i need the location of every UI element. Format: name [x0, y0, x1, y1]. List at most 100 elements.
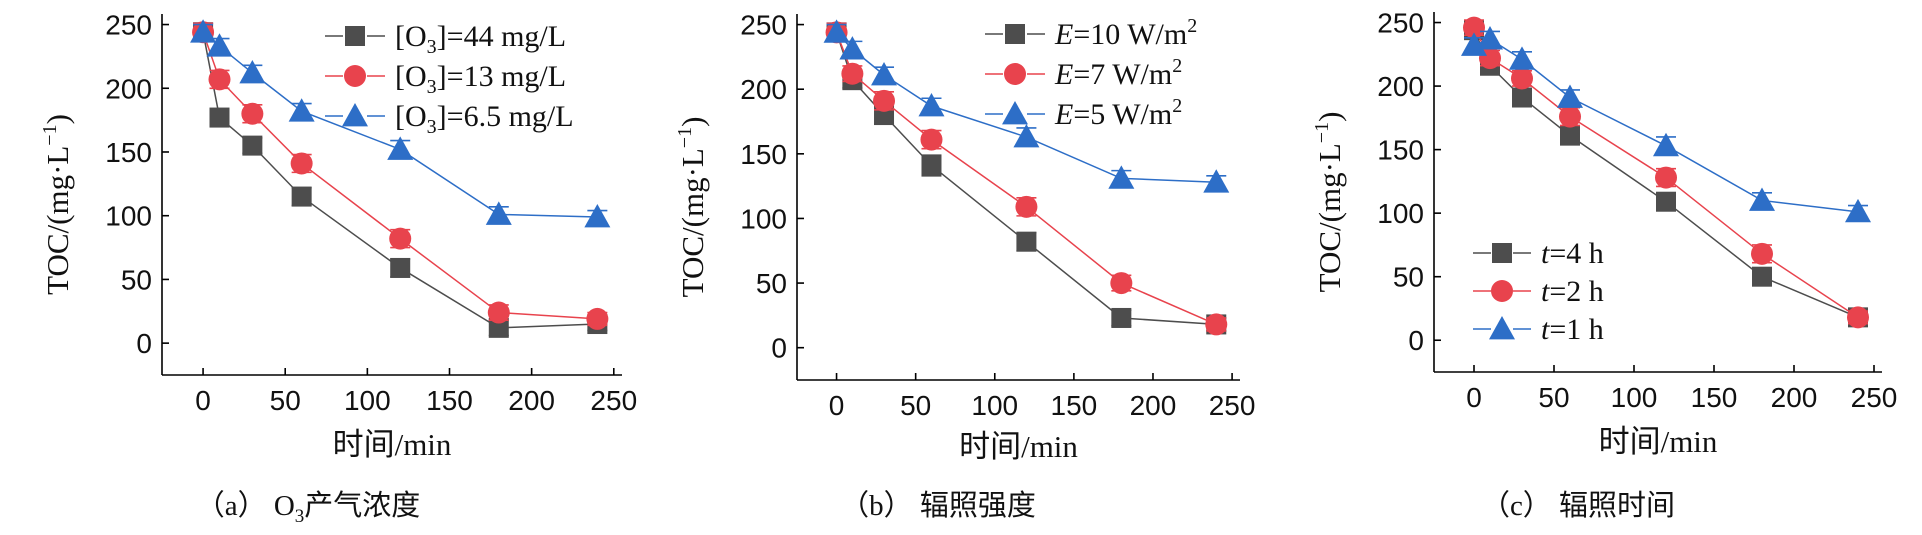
- y-tick-label: 200: [105, 73, 152, 104]
- y-axis-title-close: ): [1312, 112, 1347, 122]
- y-tick-label: 0: [771, 333, 787, 364]
- legend-italic: t: [1541, 313, 1550, 346]
- data-point-triangle: [1509, 46, 1535, 70]
- data-point-triangle: [1461, 32, 1487, 56]
- y-axis-title-close: ): [675, 117, 710, 127]
- x-tick-label: 50: [270, 385, 301, 416]
- data-point-circle: [487, 301, 510, 324]
- legend-marker-triangle: [342, 103, 368, 127]
- x-tick-label: 0: [195, 385, 211, 416]
- data-point-square: [1016, 231, 1037, 252]
- data-point-circle: [1511, 67, 1533, 90]
- legend-label: t=4 h: [1541, 237, 1604, 270]
- series-2: [1463, 16, 1869, 329]
- x-tick-label: 200: [1771, 382, 1818, 413]
- legend-sup: 2: [1172, 95, 1182, 117]
- data-point-triangle: [871, 61, 898, 86]
- data-point-triangle: [288, 98, 315, 122]
- chart-panel-3: 0 50 100 150 200 250 0 50 100 150 200 250 时间/min TOC/…: [1311, 8, 1897, 522]
- x-tick-label: 250: [590, 385, 637, 416]
- legend-pre: [O: [395, 60, 427, 93]
- legend: E=10 W/m2E=7 W/m2E=5 W/m2: [985, 15, 1197, 131]
- legend-post: ]=44 mg/L: [437, 20, 566, 53]
- legend-item: E=10 W/m2: [985, 15, 1197, 51]
- panel-caption: （c） 辐照时间: [1481, 489, 1675, 522]
- x-axis-title: 时间/min: [333, 427, 452, 462]
- y-axis-title-sup: −1: [1311, 122, 1333, 143]
- y-tick-label: 0: [1408, 325, 1424, 356]
- legend-italic: E: [1054, 18, 1073, 51]
- legend-marker-circle: [1491, 280, 1513, 302]
- data-point-square: [921, 155, 942, 176]
- data-point-triangle: [1845, 198, 1871, 223]
- legend-post: ]=6.5 mg/L: [437, 100, 574, 133]
- legend-marker-square: [1492, 243, 1512, 263]
- caption-prefix: （b） 辐照强度: [840, 489, 1036, 522]
- legend-label: E=7 W/m2: [1054, 55, 1182, 91]
- legend-label: E=10 W/m2: [1054, 15, 1197, 51]
- legend-post: =2 h: [1549, 275, 1603, 308]
- legend-post: =1 h: [1549, 313, 1603, 346]
- caption-suffix: 产气浓度: [304, 489, 420, 522]
- y-axis-title-main: TOC/(mg·L: [1312, 143, 1347, 292]
- data-point-triangle: [839, 36, 866, 60]
- data-point-circle: [1110, 272, 1133, 295]
- series-3: [1461, 26, 1871, 223]
- y-tick-label: 150: [105, 137, 152, 168]
- y-axis-title-sup: −1: [39, 124, 61, 145]
- legend: [O3]=44 mg/L[O3]=13 mg/L[O3]=6.5 mg/L: [325, 20, 574, 138]
- data-point-square: [209, 107, 230, 128]
- legend-italic: t: [1541, 275, 1550, 308]
- caption-sub: 3: [295, 506, 305, 527]
- data-point-square: [242, 135, 263, 156]
- data-point-triangle: [1477, 26, 1503, 50]
- y-axis-title-main: TOC/(mg·L: [40, 146, 75, 295]
- legend-marker-triangle: [1002, 101, 1028, 125]
- x-axis-title: 时间/min: [959, 429, 1078, 464]
- x-tick-label: 200: [508, 385, 555, 416]
- legend-marker-square: [345, 26, 365, 46]
- y-tick-label: 50: [756, 268, 787, 299]
- series-3: [823, 19, 1230, 193]
- legend-pre: [O: [395, 20, 427, 53]
- legend-marker-square: [1005, 24, 1025, 44]
- data-point-triangle: [1203, 169, 1230, 193]
- y-tick-label: 250: [1377, 8, 1424, 39]
- legend-item: t=4 h: [1473, 237, 1604, 270]
- x-tick-label: 0: [829, 390, 845, 421]
- panel-caption: （b） 辐照强度: [840, 489, 1036, 522]
- y-axis-title-main: TOC/(mg·L: [675, 148, 710, 297]
- data-point-triangle: [918, 93, 945, 117]
- legend-pre: [O: [395, 100, 427, 133]
- legend-item: [O3]=13 mg/L: [325, 60, 566, 98]
- y-tick-label: 0: [136, 328, 152, 359]
- data-point-triangle: [206, 33, 233, 57]
- legend-sub: 3: [427, 116, 437, 138]
- legend-sup: 2: [1172, 55, 1182, 77]
- y-tick-label: 50: [121, 264, 152, 295]
- x-tick-label: 150: [1051, 390, 1098, 421]
- data-point-circle: [1015, 195, 1038, 218]
- legend-italic: E: [1054, 58, 1073, 91]
- legend-item: [O3]=44 mg/L: [325, 20, 566, 58]
- legend-sub: 3: [427, 76, 437, 98]
- y-axis-title: TOC/(mg·L−1): [39, 114, 75, 295]
- data-point-circle: [1205, 313, 1228, 336]
- data-point-circle: [1463, 16, 1485, 39]
- data-point-square: [1752, 266, 1772, 287]
- legend-marker-circle: [1004, 63, 1026, 85]
- caption-prefix: （c） 辐照时间: [1481, 489, 1675, 522]
- legend-item: E=5 W/m2: [985, 95, 1182, 131]
- legend-sup: 2: [1187, 15, 1197, 37]
- y-tick-label: 250: [740, 10, 787, 41]
- data-point-triangle: [485, 201, 512, 225]
- x-tick-label: 50: [900, 390, 931, 421]
- legend-label: [O3]=13 mg/L: [395, 60, 566, 98]
- legend-post: =5 W/m: [1073, 98, 1172, 131]
- y-tick-label: 250: [105, 10, 152, 41]
- legend-item: E=7 W/m2: [985, 55, 1182, 91]
- data-point-triangle: [387, 136, 414, 160]
- legend-marker-triangle: [1489, 316, 1515, 340]
- data-point-triangle: [1013, 124, 1040, 148]
